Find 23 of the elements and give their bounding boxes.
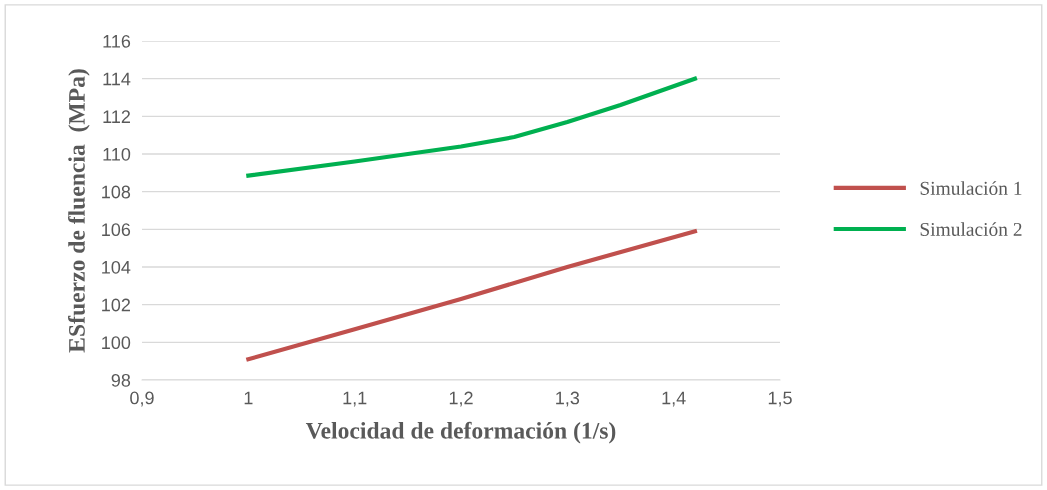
- x-tick-label: 1,4: [662, 391, 686, 407]
- x-tick-label: 0,9: [130, 391, 154, 407]
- x-tick-label: 1: [244, 391, 253, 405]
- y-tick-label: 106: [102, 223, 131, 237]
- y-tick-label: 112: [103, 110, 130, 123]
- y-tick-label: 108: [102, 185, 131, 199]
- y-tick-label: 102: [102, 298, 130, 312]
- line-series: [246, 76, 698, 178]
- y-tick-label: 100: [102, 336, 131, 350]
- x-tick-label: 1,5: [768, 391, 792, 407]
- x-tick-label: 1,3: [556, 391, 580, 407]
- y-axis-title: ESfuerzo de fluencia (MPa): [68, 69, 90, 353]
- x-tick-label: 1,2: [449, 391, 473, 407]
- y-tick-label: 104: [102, 260, 131, 274]
- line-series: [246, 229, 698, 362]
- x-axis-title: Velocidad de deformación (1/s): [305, 421, 616, 444]
- y-tick-label: 98: [111, 373, 131, 387]
- legend-label: Simulación 1: [920, 181, 1022, 195]
- y-tick-label: 110: [103, 147, 131, 161]
- legend-label: Simulación 2: [920, 222, 1022, 236]
- x-tick-label: 1,1: [343, 391, 367, 407]
- y-tick-label: 116: [103, 34, 131, 48]
- y-tick-label: 114: [103, 72, 131, 86]
